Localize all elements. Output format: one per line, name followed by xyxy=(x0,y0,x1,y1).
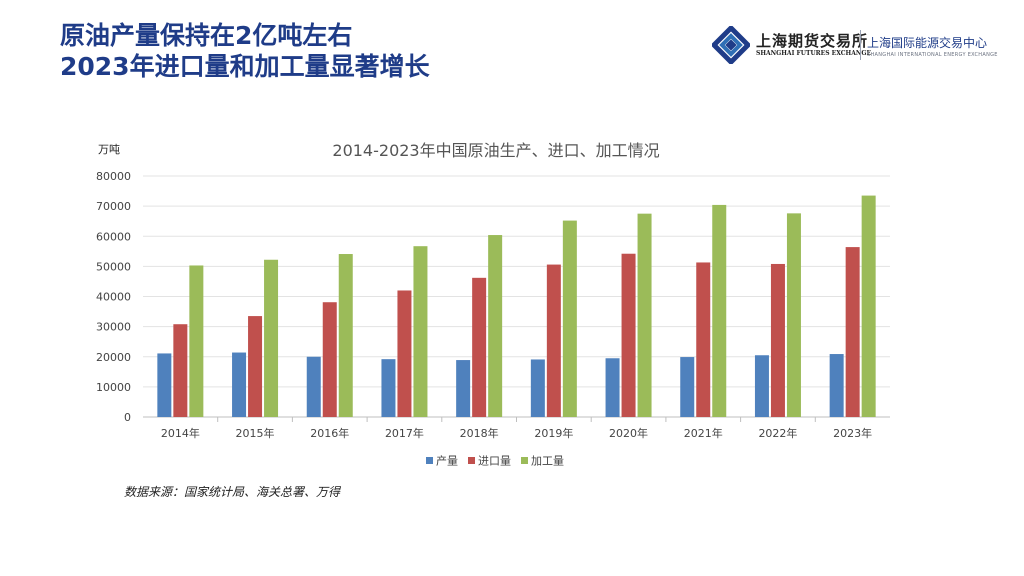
y-tick-label: 20000 xyxy=(96,351,131,364)
bar-3 xyxy=(264,259,279,417)
legend: 产量 进口量 加工量 xyxy=(426,454,564,468)
bar-1 xyxy=(306,356,321,417)
bar-1 xyxy=(530,359,545,417)
x-tick-label: 2016年 xyxy=(310,426,349,440)
sfe-logo-icon xyxy=(712,26,750,64)
legend-swatch xyxy=(426,457,433,464)
exchange-logo: 上海期货交易所 SHANGHAI FUTURES EXCHANGE 上海国际能源… xyxy=(712,26,1012,66)
bar-2 xyxy=(546,264,561,417)
x-tick-label: 2014年 xyxy=(161,426,200,440)
bar-2 xyxy=(397,290,412,417)
logo-divider xyxy=(860,30,861,60)
y-tick-label: 60000 xyxy=(96,230,131,243)
x-tick-label: 2020年 xyxy=(609,426,648,440)
x-tick-label: 2019年 xyxy=(534,426,573,440)
bar-2 xyxy=(173,324,188,417)
bar-2 xyxy=(248,316,263,417)
bar-3 xyxy=(562,220,577,417)
bar-1 xyxy=(829,354,844,417)
y-tick-label: 40000 xyxy=(96,291,131,304)
y-tick-label: 50000 xyxy=(96,260,131,273)
y-axis-ticks: 0 10000 20000 30000 40000 50000 60000 70000 8000… xyxy=(96,170,131,424)
legend-swatch xyxy=(468,457,475,464)
bar-1 xyxy=(381,359,396,417)
x-axis-ticks: 2014年 2015年 2016年 2017年 2018年 2019年 2020年 2021年… xyxy=(161,417,872,440)
bar-3 xyxy=(786,213,801,417)
data-source-note: 数据来源：国家统计局、海关总署、万得 xyxy=(124,485,341,499)
slide-heading: 原油产量保持在2亿吨左右 2023年进口量和加工量显著增长 xyxy=(60,20,430,82)
chart-title: 2014-2023年中国原油生产、进口、加工情况 xyxy=(332,141,659,160)
bar-3 xyxy=(413,246,428,417)
bar-3 xyxy=(338,254,353,417)
y-tick-label: 10000 xyxy=(96,381,131,394)
bar-2 xyxy=(845,247,860,417)
heading-line-2: 2023年进口量和加工量显著增长 xyxy=(60,52,430,81)
y-tick-label: 80000 xyxy=(96,170,131,183)
bar-3 xyxy=(861,195,876,417)
bar-1 xyxy=(605,358,620,417)
bar-3 xyxy=(189,265,204,417)
x-tick-label: 2023年 xyxy=(833,426,872,440)
x-tick-label: 2015年 xyxy=(236,426,275,440)
legend-label: 进口量 xyxy=(478,455,511,468)
bar-3 xyxy=(637,213,652,417)
bar-1 xyxy=(680,357,695,417)
bar-2 xyxy=(472,277,487,417)
heading-line-1: 原油产量保持在2亿吨左右 xyxy=(60,21,353,50)
legend-label: 产量 xyxy=(436,454,458,468)
y-tick-label: 0 xyxy=(124,411,131,424)
ine-name-en: SHANGHAI INTERNATIONAL ENERGY EXCHANGE xyxy=(867,52,998,58)
x-tick-label: 2017年 xyxy=(385,426,424,440)
bars xyxy=(157,195,876,417)
bar-3 xyxy=(488,235,503,417)
bar-2 xyxy=(696,262,711,417)
x-tick-label: 2018年 xyxy=(460,426,499,440)
ine-name-cn: 上海国际能源交易中心 xyxy=(867,36,988,50)
y-tick-label: 30000 xyxy=(96,321,131,334)
sfe-name-cn: 上海期货交易所 xyxy=(756,32,869,50)
x-tick-label: 2021年 xyxy=(684,426,723,440)
legend-label: 加工量 xyxy=(531,455,564,468)
y-tick-label: 70000 xyxy=(96,200,131,213)
bar-2 xyxy=(621,253,636,417)
bar-2 xyxy=(322,302,337,417)
sfe-name-en: SHANGHAI FUTURES EXCHANGE xyxy=(756,50,872,57)
bar-1 xyxy=(754,355,769,417)
bar-1 xyxy=(157,353,172,417)
bar-1 xyxy=(456,360,471,417)
x-tick-label: 2022年 xyxy=(758,426,797,440)
bar-2 xyxy=(770,263,785,417)
legend-swatch xyxy=(521,457,528,464)
bar-3 xyxy=(712,204,727,417)
y-axis-unit-label: 万吨 xyxy=(98,143,120,156)
bar-1 xyxy=(232,352,247,417)
